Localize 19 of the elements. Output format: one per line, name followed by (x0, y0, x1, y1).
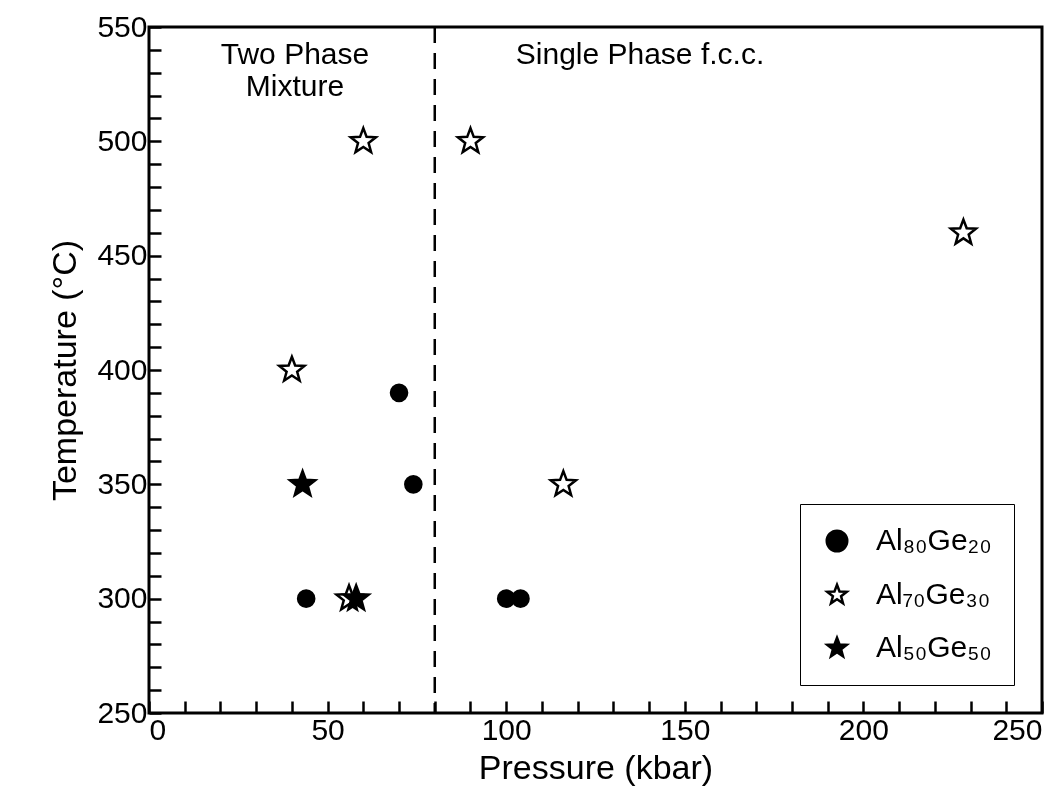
x-tick-label: 150 (660, 712, 711, 746)
x-tick-label: 250 (992, 712, 1043, 746)
x-tick-label: 0 (149, 712, 167, 746)
annotation: Single Phase f.c.c. (514, 37, 766, 70)
legend-label: Al₈₀Ge₂₀ (876, 523, 992, 556)
y-axis-title: Temperature (°C) (45, 239, 84, 502)
y-tick-label: 500 (97, 123, 148, 157)
y-tick-label: 350 (97, 466, 148, 500)
annotation: Two Phase Mixture (219, 37, 371, 102)
y-tick-label: 300 (97, 581, 148, 615)
x-tick-label: 50 (311, 712, 345, 746)
x-tick-label: 100 (481, 712, 532, 746)
y-tick-label: 550 (97, 9, 148, 43)
x-axis-title: Pressure (kbar) (478, 747, 714, 786)
legend-label: Al₅₀Ge₅₀ (876, 630, 992, 663)
x-tick-label: 200 (838, 712, 889, 746)
y-tick-label: 400 (97, 352, 148, 386)
legend-label: Al₇₀Ge₃₀ (876, 577, 991, 610)
y-tick-label: 450 (97, 238, 148, 272)
